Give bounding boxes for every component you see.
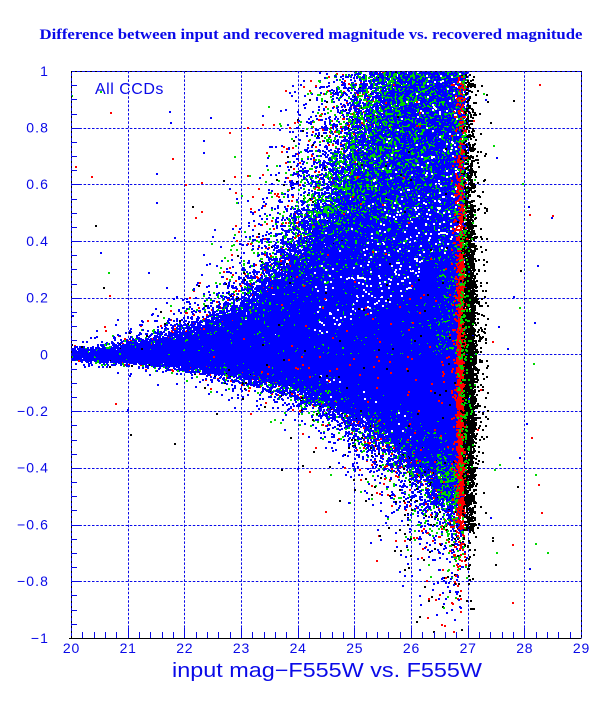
svg-text:27: 27 (460, 640, 477, 656)
svg-text:−0.4: −0.4 (17, 460, 49, 476)
svg-text:−0.8: −0.8 (17, 573, 49, 589)
svg-text:1: 1 (40, 63, 49, 79)
svg-text:All CCDs: All CCDs (95, 81, 164, 98)
svg-text:21: 21 (120, 640, 137, 656)
svg-text:23: 23 (233, 640, 250, 656)
svg-text:22: 22 (176, 640, 193, 656)
svg-text:24: 24 (290, 640, 307, 656)
svg-text:0.4: 0.4 (26, 233, 49, 249)
svg-text:0.2: 0.2 (26, 290, 49, 306)
svg-text:29: 29 (573, 640, 590, 656)
svg-text:20: 20 (63, 640, 80, 656)
svg-text:input mag−F555W vs. F555W: input mag−F555W vs. F555W (172, 660, 482, 682)
svg-text:0: 0 (40, 346, 49, 362)
svg-text:−0.2: −0.2 (17, 403, 49, 419)
svg-text:25: 25 (346, 640, 363, 656)
svg-text:26: 26 (403, 640, 420, 656)
svg-text:0.8: 0.8 (26, 120, 49, 136)
svg-text:−0.6: −0.6 (17, 516, 49, 532)
svg-text:28: 28 (516, 640, 533, 656)
svg-text:−1: −1 (31, 630, 49, 646)
svg-text:0.6: 0.6 (26, 176, 49, 192)
svg-text:Difference between input and r: Difference between input and recovered m… (40, 27, 583, 43)
